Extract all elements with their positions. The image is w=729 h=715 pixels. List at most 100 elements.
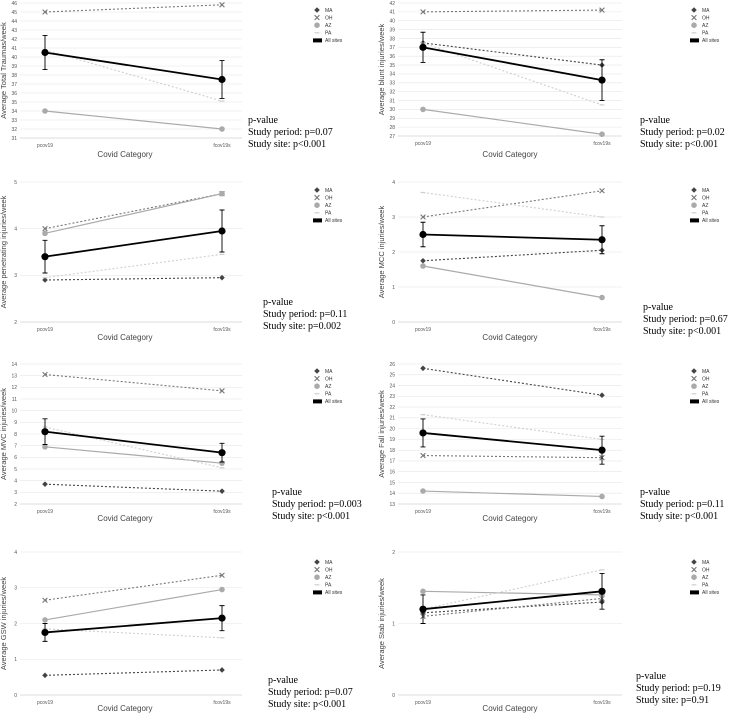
y-tick-label: 3 [14,586,17,592]
data-point [420,263,426,269]
series-line [422,108,603,135]
data-point [41,48,49,57]
legend-label: All sites [702,590,720,596]
series-line [422,432,603,452]
series-line [44,483,223,492]
series-pa [42,253,225,279]
legend-key [691,22,697,29]
y-tick-label: 35 [389,63,395,69]
series-pa [420,569,605,610]
x-tick-label: fcov19s [213,700,231,706]
x-tick-label: fcov19s [593,141,611,147]
chart-panel-5: 2 3 4 5 6 7 8 9 10 11 12 13 14 pcov19 fcov19s Covid Cat… [0,362,362,523]
x-tick-label: fcov19s [593,327,611,333]
data-point [598,76,606,84]
y-tick-label: 2 [14,502,17,508]
p-value-heading: p-value [640,487,671,498]
y-tick-label: 32 [389,89,395,95]
legend-label: AZ [325,575,331,581]
legend-key [690,218,699,223]
y-tick-label: 5 [14,180,17,186]
x-tick-label: pcov19 [415,509,431,515]
legend-key [313,590,322,595]
data-point [599,7,605,13]
legend-label: OH [325,567,333,573]
y-tick-label: 6 [14,455,17,461]
data-point [599,131,605,138]
y-tick-label: 42 [389,1,395,7]
data-point [218,449,226,457]
x-tick-label: fcov19s [213,509,231,515]
legend-label: PA [702,583,709,589]
y-axis-title: Average penetrating injuries/week [0,195,8,308]
legend-label: OH [702,567,710,573]
legend-label: MA [325,560,333,566]
y-tick-label: 1 [14,657,17,663]
series-oh [42,371,225,394]
legend-label: AZ [325,203,331,209]
data-point [419,43,427,51]
y-tick-label: 11 [12,397,17,403]
series-line [44,430,223,454]
legend-label: OH [702,376,710,382]
legend-label: MA [325,369,333,375]
y-tick-label: 44 [11,19,17,25]
y-tick-label: 9 [14,420,17,426]
y-tick-label: 28 [389,125,395,131]
data-point [419,605,427,613]
data-point [218,614,226,622]
legend-label: All sites [325,590,343,596]
chart-panel-3: 2 3 4 5 pcov19 fcov19s Covid Category Average p… [0,180,347,342]
data-point [420,488,426,494]
legend-key [691,559,697,565]
p-value-study-period: Study period: p=0.11 [263,309,347,320]
legend-key [314,14,320,21]
series-oh [42,190,225,232]
y-tick-label: 5 [14,467,17,473]
legend-label: MA [702,369,710,375]
series-oh [42,2,225,15]
legend-key [314,566,320,573]
series-ma [42,481,225,494]
series-pa [42,426,225,469]
series-oh [420,452,605,461]
data-point [219,274,225,281]
y-tick-label: 13 [389,502,395,508]
y-tick-label: 23 [389,394,395,400]
y-tick-label: 39 [389,27,395,33]
y-tick-label: 0 [392,693,395,699]
p-value-study-site: Study site: p<0.001 [268,699,346,710]
y-tick-label: 34 [389,72,395,78]
data-point [41,253,49,261]
legend-label: AZ [702,575,708,581]
data-point [219,388,225,394]
x-tick-label: pcov19 [37,327,53,333]
series-all-sites [419,221,606,255]
series-ma [420,247,605,264]
y-tick-label: 19 [389,437,395,443]
data-point [420,106,426,113]
legend-label: All sites [325,399,343,405]
y-axis-title: Average MCC injuries/week [377,206,386,299]
legend-key [691,574,697,580]
p-value-study-site: Study site: p<0.001 [643,326,721,337]
chart-panel-2: 27 28 29 30 31 32 33 34 35 36 37 38 39 40 41 42 pcov19 fc… [377,1,725,159]
data-point [419,429,427,437]
y-tick-label: 40 [11,55,17,61]
y-tick-label: 18 [389,448,395,454]
y-tick-label: 31 [11,136,17,142]
data-point [598,587,606,595]
y-tick-label: 3 [14,273,17,279]
legend-label: PA [702,31,709,37]
p-value-heading: p-value [268,675,299,686]
data-point [420,365,426,372]
y-tick-label: 4 [14,226,17,232]
y-axis-title: Average blunt injuries/week [377,23,386,115]
data-point [599,493,605,500]
